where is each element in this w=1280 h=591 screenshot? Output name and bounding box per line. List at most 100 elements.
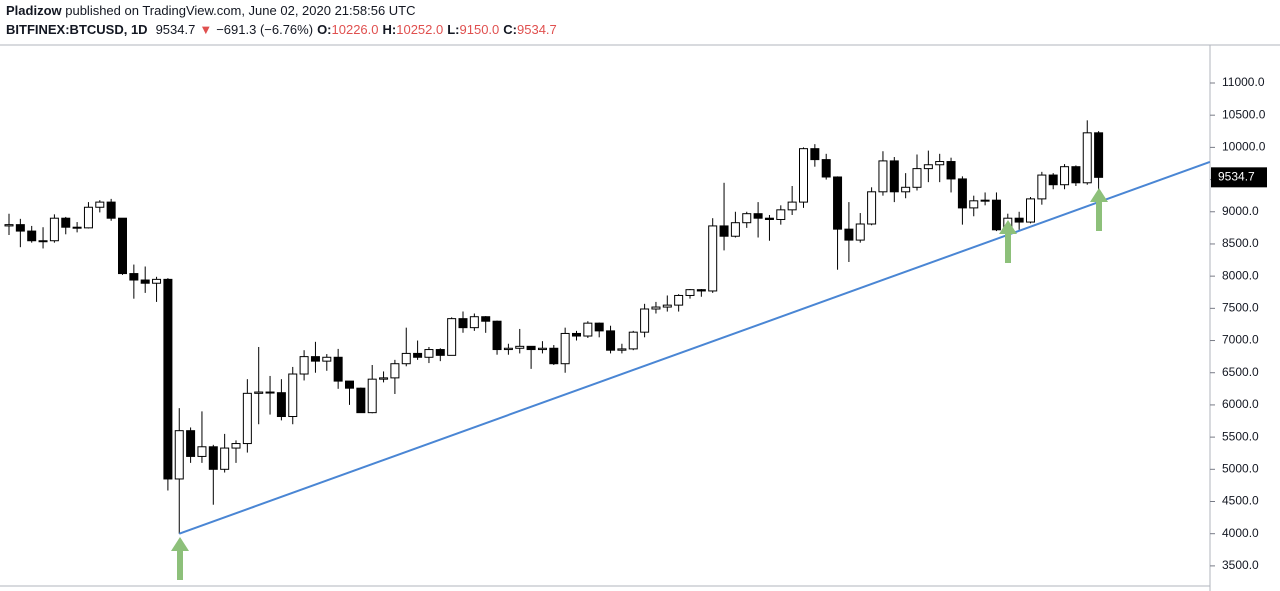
y-tick-label: 10500.0 xyxy=(1222,107,1266,121)
quote-line: BITFINEX:BTCUSD, 1D 9534.7 ▼ −691.3 (−6.76%… xyxy=(6,22,557,37)
y-tick-label: 7500.0 xyxy=(1222,301,1259,315)
candle-body xyxy=(912,168,922,188)
candle-body xyxy=(15,224,25,232)
candle-body xyxy=(27,230,37,242)
candle-body xyxy=(810,148,820,161)
candle-body xyxy=(1060,166,1070,186)
field-label: C: xyxy=(503,22,517,37)
candle-body xyxy=(662,304,672,308)
candle-body xyxy=(537,347,547,351)
candle-body xyxy=(991,199,1001,231)
candle-body xyxy=(118,217,127,275)
y-tick-label: 6000.0 xyxy=(1222,397,1259,411)
candle-body xyxy=(867,191,877,225)
arrows xyxy=(171,188,1108,580)
candle-body xyxy=(821,159,831,178)
candle-body xyxy=(719,225,729,237)
candle-body xyxy=(345,380,354,389)
candle-body xyxy=(265,391,275,394)
candle-body xyxy=(322,356,332,362)
candle-body xyxy=(140,279,150,284)
candle-body xyxy=(787,201,797,211)
candle-body xyxy=(492,320,502,351)
candle-body xyxy=(469,316,479,329)
candle-body xyxy=(1037,174,1047,200)
candle-body xyxy=(935,161,945,166)
arrow xyxy=(171,537,189,580)
candle-body xyxy=(4,224,14,227)
candle-body xyxy=(617,348,627,351)
candle-body xyxy=(594,322,604,332)
candle-body xyxy=(208,446,218,470)
candle-body xyxy=(299,356,309,375)
candle-body xyxy=(424,349,434,358)
candle-body xyxy=(186,430,196,457)
candle-body xyxy=(560,332,570,365)
candle-body xyxy=(708,225,718,292)
candle-body xyxy=(515,345,525,349)
y-tick-label: 4000.0 xyxy=(1222,526,1259,540)
symbol: BITFINEX:BTCUSD, 1D xyxy=(6,22,148,37)
arrow xyxy=(1090,188,1108,231)
published-info: published on TradingView.com, June 02, 2… xyxy=(62,3,416,18)
candle-body xyxy=(696,289,706,292)
candle-body xyxy=(413,352,423,358)
candle-body xyxy=(95,201,105,208)
candle-body xyxy=(1071,166,1081,184)
field-label: O: xyxy=(317,22,331,37)
candle-body xyxy=(254,391,264,394)
candle-body xyxy=(61,217,71,228)
y-tick-label: 5500.0 xyxy=(1222,429,1259,443)
candle-body xyxy=(458,318,468,329)
y-tick-label: 3500.0 xyxy=(1222,558,1259,572)
candle-body xyxy=(776,209,786,220)
y-tick-label: 9000.0 xyxy=(1222,204,1259,218)
candle-body xyxy=(957,178,967,209)
candle-body xyxy=(1014,217,1024,223)
candle-body xyxy=(889,160,899,193)
candle-body xyxy=(878,160,888,193)
candle-body xyxy=(129,273,139,281)
candle-body xyxy=(583,322,593,337)
candle-body xyxy=(447,318,457,356)
candle-body xyxy=(152,278,162,284)
candle-body xyxy=(1048,174,1058,186)
candle-body xyxy=(901,186,911,193)
publish-line: Pladizow published on TradingView.com, J… xyxy=(6,3,416,18)
candle-body xyxy=(685,289,695,296)
candle-body xyxy=(764,217,774,220)
candle-body xyxy=(106,201,116,219)
candle-body xyxy=(310,356,320,362)
candle-body xyxy=(549,347,559,365)
field-label: H: xyxy=(383,22,397,37)
candle-body xyxy=(379,377,389,380)
change: −691.3 (−6.76%) xyxy=(216,22,313,37)
candle-body xyxy=(730,222,740,237)
candle-body xyxy=(1026,198,1035,223)
field-value: 9150.0 xyxy=(460,22,500,37)
candle-body xyxy=(753,213,763,219)
y-tick-label: 8500.0 xyxy=(1222,236,1259,250)
candle-body xyxy=(1082,132,1092,184)
candle-body xyxy=(526,345,536,351)
candle-body xyxy=(674,294,684,306)
candle-body xyxy=(276,392,286,418)
candle-body xyxy=(333,356,343,382)
candle-body xyxy=(481,316,491,322)
candle-body xyxy=(980,199,990,202)
last-price: 9534.7 xyxy=(156,22,196,37)
candle-body xyxy=(572,332,581,337)
candle-body xyxy=(242,392,252,445)
candle-body xyxy=(799,148,808,203)
candle-body xyxy=(163,278,173,480)
candle-body xyxy=(367,378,377,414)
candle-body xyxy=(83,206,93,229)
y-tick-label: 8000.0 xyxy=(1222,268,1259,282)
candle-body xyxy=(435,349,445,356)
y-tick-label: 5000.0 xyxy=(1222,461,1259,475)
field-value: 9534.7 xyxy=(517,22,557,37)
candle-body xyxy=(390,363,400,379)
plot xyxy=(4,120,1211,535)
candle-body xyxy=(401,352,411,365)
